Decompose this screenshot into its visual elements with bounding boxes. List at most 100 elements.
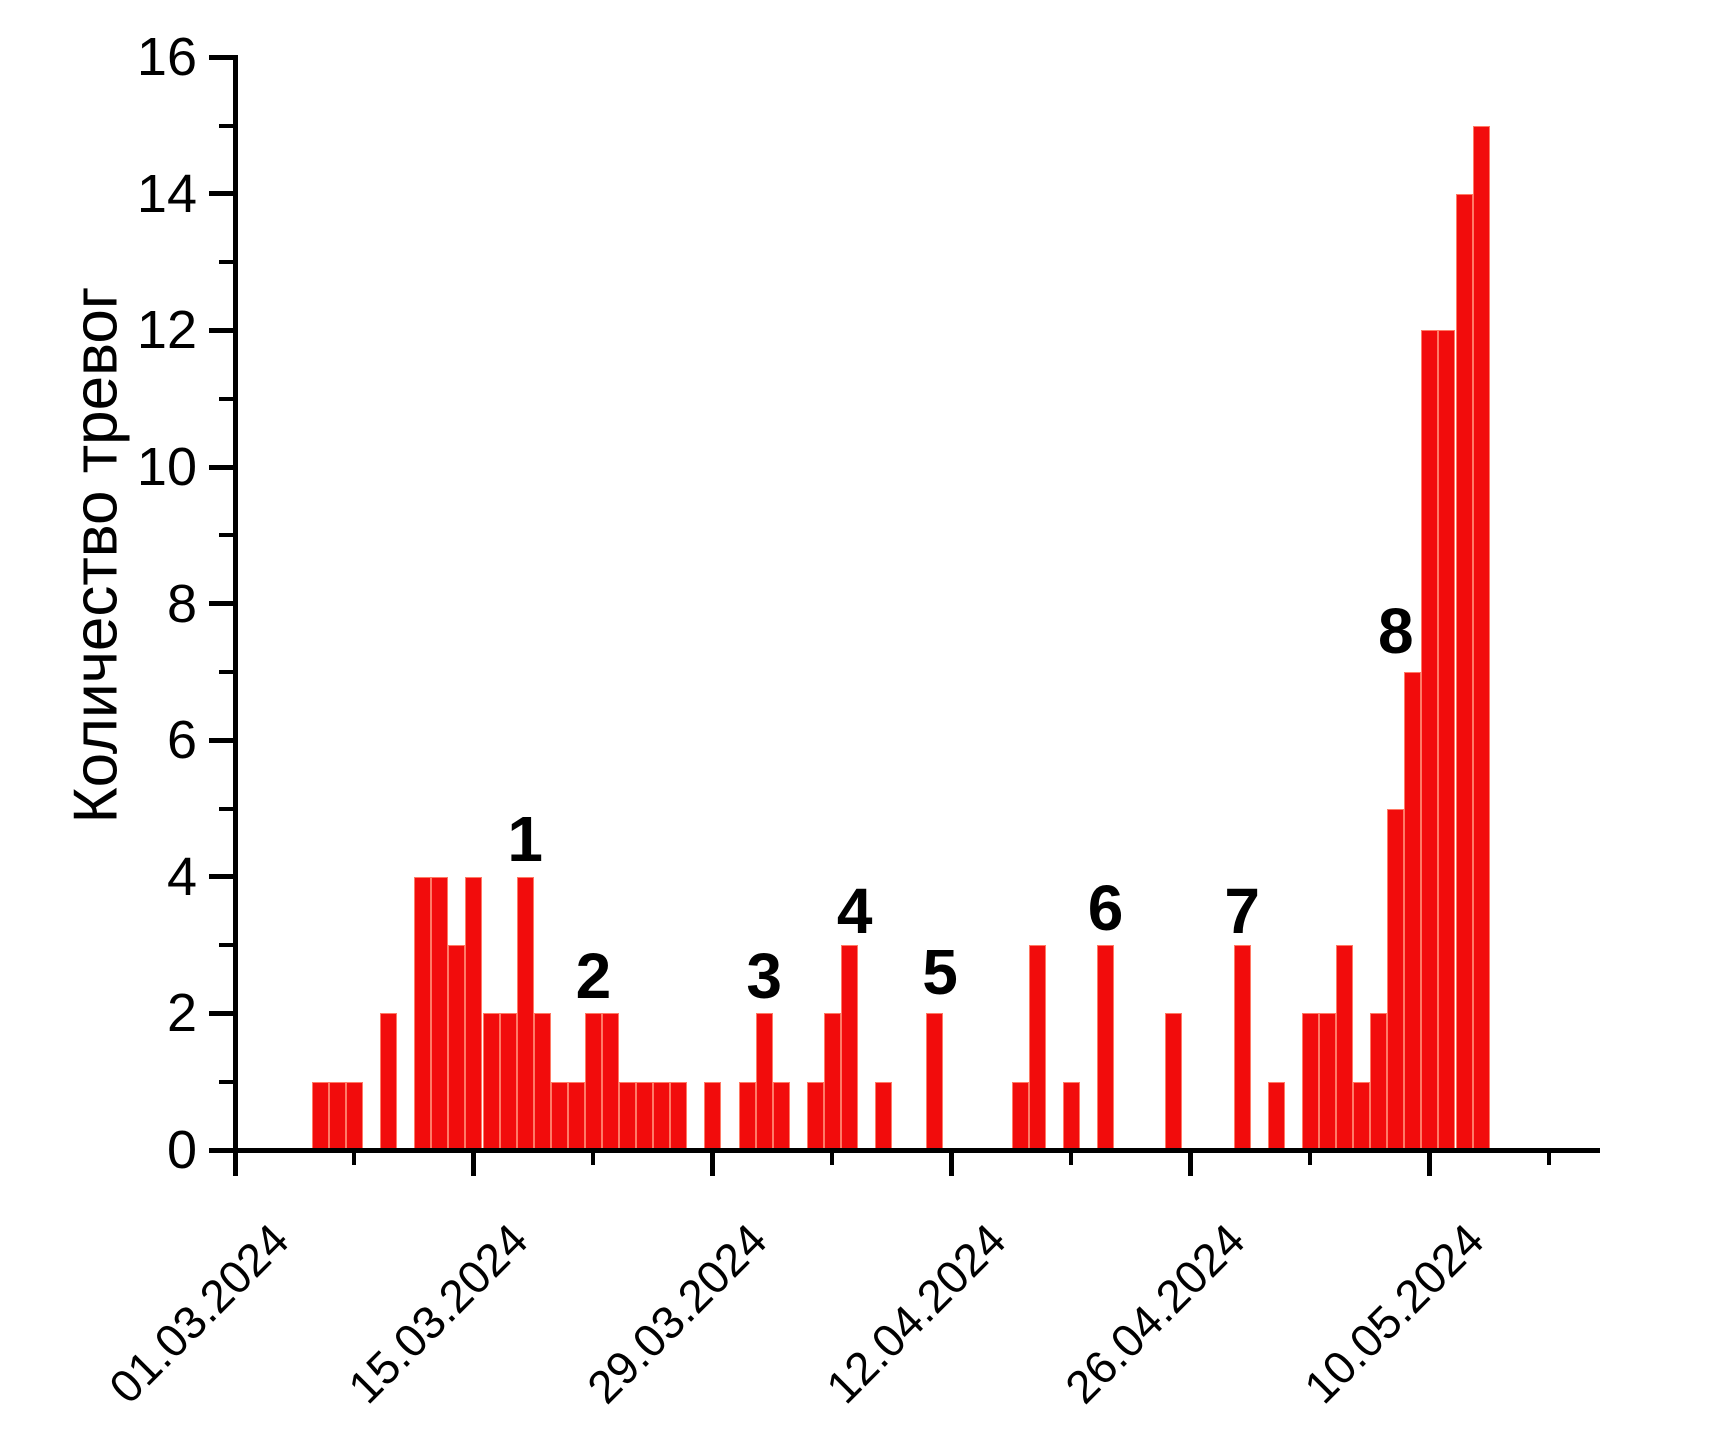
x-tick-label: 15.03.2024 <box>337 1213 538 1414</box>
y-tick-label: 0 <box>166 1120 197 1180</box>
bar <box>345 1081 363 1150</box>
y-major-tick <box>209 737 233 743</box>
bar <box>1353 1081 1371 1150</box>
bar <box>806 1081 824 1150</box>
bar <box>1318 1013 1336 1150</box>
bar <box>1062 1081 1080 1150</box>
bar <box>328 1081 346 1150</box>
y-major-tick <box>209 327 233 333</box>
y-tick-label: 2 <box>166 983 197 1044</box>
bar <box>738 1081 756 1150</box>
x-axis-line <box>217 1147 1600 1153</box>
x-minor-tick <box>1308 1150 1313 1165</box>
bar <box>567 1081 585 1150</box>
y-major-tick <box>209 1010 233 1016</box>
x-tick-label: 26.04.2024 <box>1054 1213 1255 1414</box>
bar <box>550 1081 568 1150</box>
bar <box>380 1013 398 1150</box>
y-major-tick <box>209 874 233 880</box>
y-tick-label: 12 <box>136 300 197 361</box>
x-major-tick <box>232 1150 238 1176</box>
bar <box>1455 193 1473 1150</box>
annotation-label: 3 <box>746 939 782 1012</box>
annotation-label: 8 <box>1377 594 1414 667</box>
x-minor-tick <box>352 1150 357 1165</box>
y-major-tick <box>209 601 233 607</box>
y-tick-label: 6 <box>166 710 197 771</box>
annotation-label: 5 <box>922 936 958 1009</box>
bar <box>482 1013 500 1150</box>
x-minor-tick <box>830 1150 835 1165</box>
bar <box>602 1013 620 1150</box>
annotation-label: 2 <box>575 939 612 1012</box>
y-major-tick <box>209 1147 233 1153</box>
bar <box>533 1013 551 1150</box>
bar <box>653 1081 671 1150</box>
bar <box>1336 945 1354 1150</box>
x-tick-label: 12.04.2024 <box>815 1213 1016 1414</box>
x-minor-tick <box>1547 1150 1552 1165</box>
bar <box>414 876 432 1150</box>
y-minor-tick <box>219 533 233 538</box>
annotation-label: 1 <box>507 803 543 876</box>
y-minor-tick <box>219 943 233 948</box>
bar <box>311 1081 329 1150</box>
x-major-tick <box>471 1150 477 1176</box>
y-minor-tick <box>219 669 233 674</box>
bar <box>499 1013 517 1150</box>
bar <box>704 1081 722 1150</box>
bar <box>1097 945 1115 1150</box>
bar <box>772 1081 790 1150</box>
bar <box>1267 1081 1285 1150</box>
y-minor-tick <box>219 123 233 128</box>
bar <box>1421 330 1439 1150</box>
x-tick-label: 29.03.2024 <box>576 1213 777 1414</box>
bar <box>516 876 534 1150</box>
bar <box>431 876 449 1150</box>
x-minor-tick <box>1069 1150 1074 1165</box>
y-tick-label: 10 <box>136 437 197 497</box>
bar <box>1370 1013 1388 1150</box>
bar <box>1233 945 1251 1150</box>
bar <box>619 1081 637 1150</box>
y-minor-tick <box>219 396 233 401</box>
bar <box>926 1013 944 1150</box>
y-minor-tick <box>219 260 233 265</box>
bar <box>1387 808 1405 1150</box>
y-tick-label: 16 <box>136 27 197 88</box>
bar <box>875 1081 893 1150</box>
x-minor-tick <box>591 1150 596 1165</box>
bar <box>448 945 466 1150</box>
y-minor-tick <box>219 806 233 811</box>
y-major-tick <box>209 191 233 197</box>
bar <box>755 1013 773 1150</box>
bar <box>636 1081 654 1150</box>
bar <box>823 1013 841 1150</box>
x-tick-label: 10.05.2024 <box>1293 1213 1494 1414</box>
y-tick-label: 4 <box>166 846 197 907</box>
y-major-tick <box>209 54 233 60</box>
bar <box>584 1013 602 1150</box>
bar <box>1404 671 1422 1150</box>
bar <box>841 945 859 1150</box>
annotation-label: 7 <box>1224 874 1260 947</box>
x-major-tick <box>1188 1150 1194 1176</box>
y-major-tick <box>209 464 233 470</box>
bar <box>1438 330 1456 1150</box>
y-minor-tick <box>219 1079 233 1084</box>
bar <box>1301 1013 1319 1150</box>
annotation-label: 6 <box>1087 871 1124 944</box>
y-axis-title: Количество тревог <box>61 286 131 824</box>
x-major-tick <box>1427 1150 1433 1176</box>
y-tick-label: 14 <box>136 163 197 224</box>
bar <box>1165 1013 1183 1150</box>
bar <box>465 876 483 1150</box>
bar <box>1028 945 1046 1150</box>
bar <box>1472 125 1490 1150</box>
x-major-tick <box>710 1150 716 1176</box>
bar <box>1011 1081 1029 1150</box>
bar <box>670 1081 688 1150</box>
annotation-label: 4 <box>836 874 873 947</box>
x-tick-label: 01.03.2024 <box>98 1213 299 1414</box>
